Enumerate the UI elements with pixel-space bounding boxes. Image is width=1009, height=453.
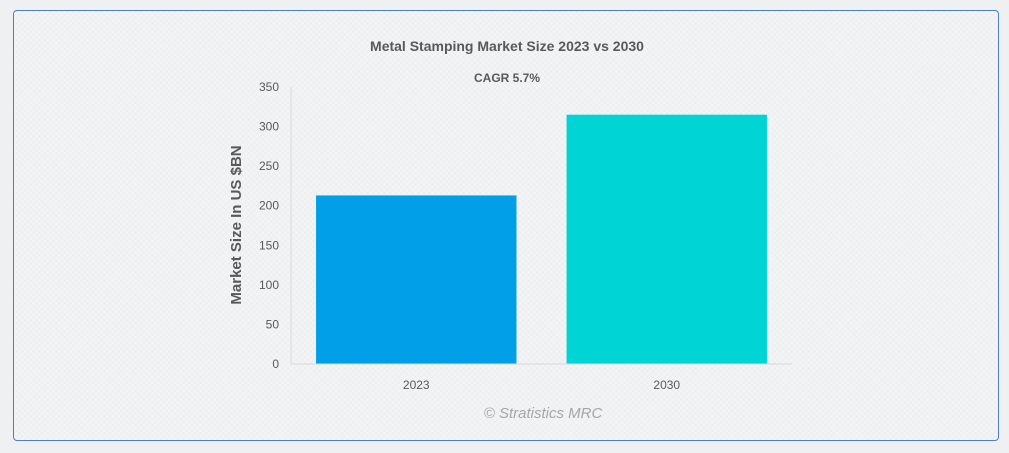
bars [316,114,767,364]
y-tick-label: 200 [259,199,279,213]
x-axis: 2023 2030 [291,363,792,392]
bar-2030 [566,114,767,364]
chart-title: Metal Stamping Market Size 2023 vs 2030 [370,38,644,54]
y-tick-label: 250 [259,159,279,173]
y-tick-label: 0 [272,357,279,371]
y-tick-label: 150 [259,238,279,252]
x-tick-label: 2030 [653,378,680,392]
y-tick-label: 100 [259,278,279,292]
y-tick-label: 300 [259,120,279,134]
y-tick-label: 50 [266,317,280,331]
y-axis-label: Market Size In US $BN [228,145,245,304]
chart-subtitle: CAGR 5.7% [474,71,540,85]
watermark: © Stratistics MRC [484,405,603,422]
y-tick-label: 350 [259,80,279,94]
x-tick-label: 2023 [403,378,430,392]
y-axis: 0 50 100 150 200 250 300 350 [259,80,292,371]
bar-2023 [316,195,517,364]
